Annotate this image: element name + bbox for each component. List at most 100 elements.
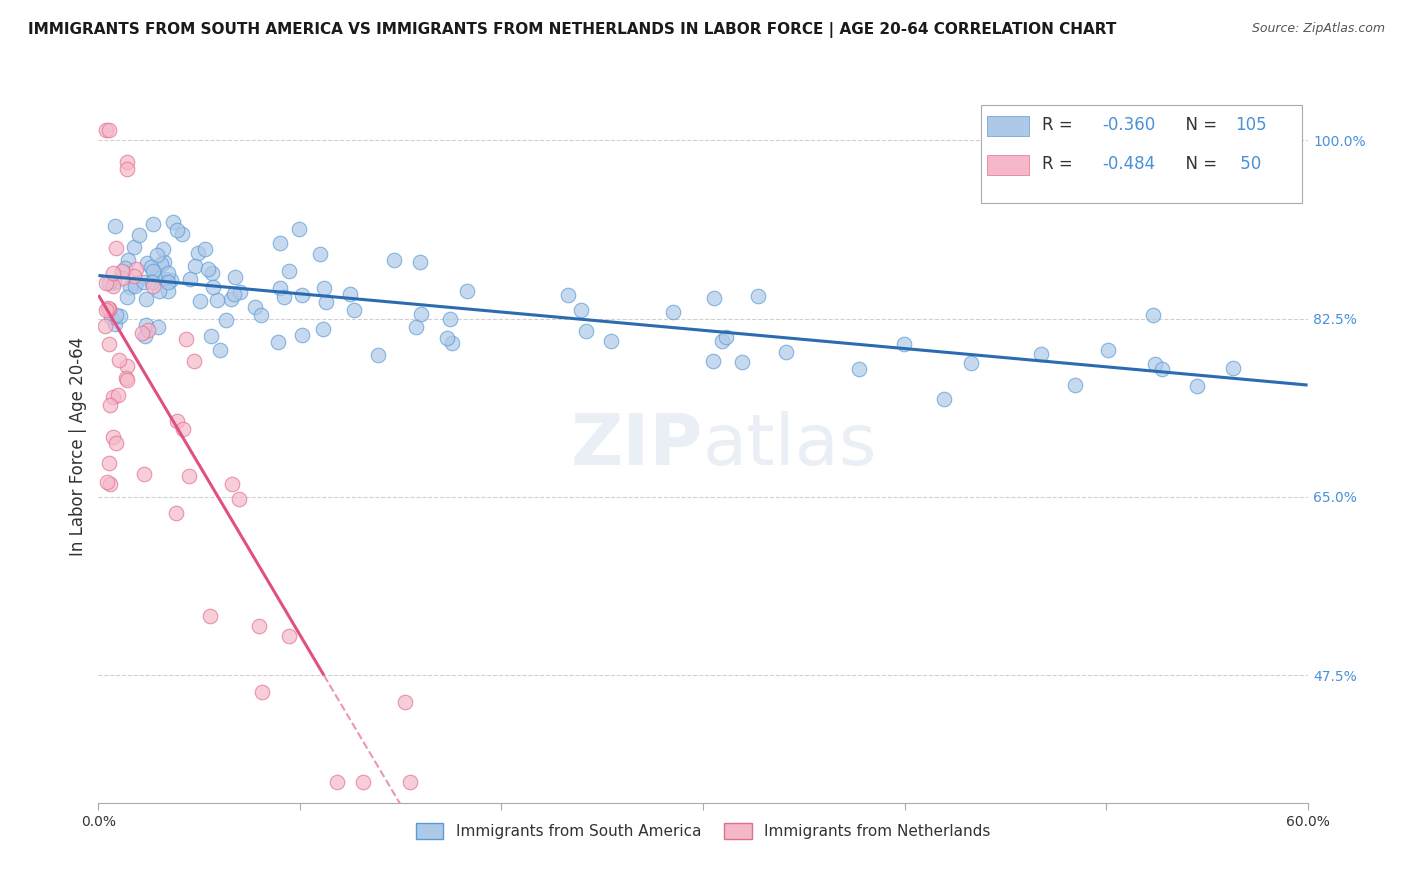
Text: atlas: atlas — [703, 411, 877, 481]
Text: R =: R = — [1042, 155, 1077, 173]
Point — [1185, 379, 1208, 393]
Point — [98, 337, 121, 351]
Point — [111, 271, 134, 285]
Point — [111, 264, 134, 278]
Point — [197, 262, 219, 277]
Point — [128, 228, 150, 243]
Point — [399, 775, 422, 789]
Text: R =: R = — [1042, 116, 1077, 134]
FancyBboxPatch shape — [987, 155, 1029, 175]
Point — [291, 327, 314, 342]
FancyBboxPatch shape — [981, 105, 1302, 203]
Point — [731, 355, 754, 369]
Point — [408, 255, 430, 269]
Point — [269, 235, 291, 250]
Point — [146, 247, 169, 261]
Point — [934, 392, 956, 407]
Text: 50: 50 — [1234, 155, 1261, 173]
Point — [104, 241, 127, 255]
Point — [104, 436, 127, 450]
Point — [166, 223, 188, 237]
Point — [269, 281, 291, 295]
Point — [352, 775, 374, 789]
Point — [187, 245, 209, 260]
Point — [188, 293, 211, 308]
Point — [221, 477, 243, 491]
Point — [157, 266, 180, 280]
Point — [960, 356, 983, 370]
Point — [714, 329, 737, 343]
Point — [103, 266, 125, 280]
Point — [132, 276, 155, 290]
Point — [142, 264, 165, 278]
Point — [103, 318, 125, 332]
Point — [174, 332, 197, 346]
Point — [747, 289, 769, 303]
Point — [339, 286, 361, 301]
Point — [343, 302, 366, 317]
Point — [201, 266, 224, 280]
Point — [569, 302, 592, 317]
Point — [229, 285, 252, 299]
Point — [179, 468, 201, 483]
Point — [141, 275, 163, 289]
Point — [202, 280, 225, 294]
Point — [107, 388, 129, 402]
Point — [1143, 357, 1166, 371]
Point — [382, 252, 405, 267]
Point — [775, 345, 797, 359]
Point — [1222, 361, 1244, 376]
Point — [117, 162, 139, 177]
Point — [405, 320, 427, 334]
Point — [273, 290, 295, 304]
Point — [200, 328, 222, 343]
Point — [600, 334, 623, 349]
Point — [243, 301, 266, 315]
Point — [224, 270, 246, 285]
Point — [101, 430, 124, 444]
Text: N =: N = — [1174, 116, 1222, 134]
Text: IMMIGRANTS FROM SOUTH AMERICA VS IMMIGRANTS FROM NETHERLANDS IN LABOR FORCE | AG: IMMIGRANTS FROM SOUTH AMERICA VS IMMIGRA… — [28, 22, 1116, 38]
Point — [661, 304, 683, 318]
Point — [152, 242, 174, 256]
Point — [207, 293, 229, 307]
Point — [291, 287, 314, 301]
Point — [148, 284, 170, 298]
Point — [146, 268, 169, 282]
Text: 105: 105 — [1234, 116, 1267, 134]
Text: Source: ZipAtlas.com: Source: ZipAtlas.com — [1251, 22, 1385, 36]
Point — [103, 275, 125, 289]
Point — [1063, 378, 1085, 392]
Point — [436, 331, 458, 345]
Point — [157, 285, 180, 299]
Point — [1031, 347, 1053, 361]
Point — [312, 322, 335, 336]
Point — [149, 257, 172, 271]
Point — [165, 507, 187, 521]
Point — [1097, 343, 1119, 357]
Point — [131, 326, 153, 340]
Point — [117, 252, 139, 267]
Point — [114, 260, 136, 275]
Point — [309, 247, 332, 261]
Point — [108, 352, 131, 367]
Point — [193, 243, 215, 257]
Point — [97, 302, 120, 317]
Point — [179, 272, 201, 286]
Point — [141, 260, 163, 274]
Point — [172, 422, 194, 436]
Point — [122, 268, 145, 283]
Point — [142, 217, 165, 231]
Point — [134, 329, 156, 343]
Point — [146, 320, 169, 334]
Point — [115, 155, 138, 169]
Point — [1142, 308, 1164, 322]
Point — [157, 276, 180, 290]
Point — [314, 281, 336, 295]
Text: -0.484: -0.484 — [1102, 155, 1156, 173]
Point — [247, 618, 270, 632]
Point — [103, 390, 125, 404]
Point — [122, 240, 145, 254]
Text: -0.360: -0.360 — [1102, 116, 1156, 134]
Point — [278, 264, 301, 278]
